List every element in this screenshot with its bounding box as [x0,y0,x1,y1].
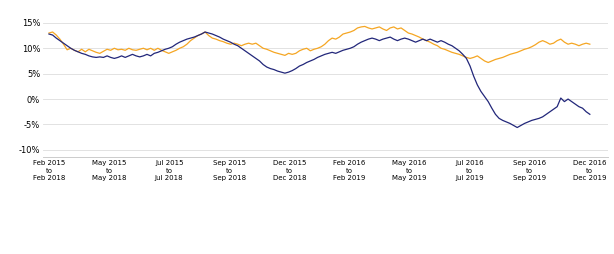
Nippon India Value Fund- Growth Plan [361,25,368,28]
S&P BSE Enhanced Value TRI [423,39,430,42]
S&P BSE Enhanced Value TRI [354,43,361,46]
S&P BSE Enhanced Value TRI [586,113,594,116]
Nippon India Value Fund- Growth Plan [328,37,336,40]
S&P BSE Enhanced Value TRI [332,52,340,55]
Nippon India Value Fund- Growth Plan [260,47,267,50]
Nippon India Value Fund- Growth Plan [45,31,53,35]
S&P BSE Enhanced Value TRI [45,33,53,36]
S&P BSE Enhanced Value TRI [513,126,521,129]
S&P BSE Enhanced Value TRI [263,66,270,69]
Nippon India Value Fund- Growth Plan [586,43,594,46]
Nippon India Value Fund- Growth Plan [350,29,357,32]
Nippon India Value Fund- Growth Plan [223,42,230,45]
Nippon India Value Fund- Growth Plan [423,39,430,42]
S&P BSE Enhanced Value TRI [201,30,209,34]
Line: S&P BSE Enhanced Value TRI: S&P BSE Enhanced Value TRI [49,32,590,128]
S&P BSE Enhanced Value TRI [495,117,503,120]
Line: Nippon India Value Fund- Growth Plan: Nippon India Value Fund- Growth Plan [49,26,590,62]
Nippon India Value Fund- Growth Plan [484,61,492,64]
Nippon India Value Fund- Growth Plan [499,56,507,59]
S&P BSE Enhanced Value TRI [227,41,234,44]
